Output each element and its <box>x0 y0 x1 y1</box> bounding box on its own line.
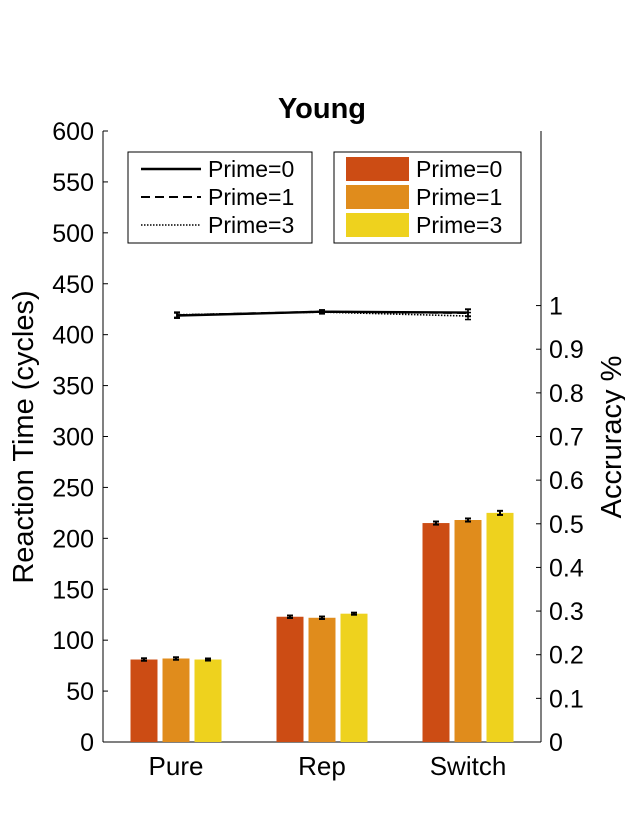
y2-tick-label: 0.3 <box>549 598 584 626</box>
y-tick-label: 50 <box>66 678 94 706</box>
y2-axis-label: Accruracy % <box>596 356 625 519</box>
bar <box>454 520 482 742</box>
bar <box>276 616 304 742</box>
y2-tick-label: 0.7 <box>549 424 584 452</box>
legend-bar-swatch <box>346 213 409 237</box>
x-tick-label: Pure <box>149 751 204 781</box>
y2-tick-label: 0.2 <box>549 642 584 670</box>
legend-line-label: Prime=3 <box>208 212 294 238</box>
legend-bar-label: Prime=0 <box>416 156 502 182</box>
legend-bar-swatch <box>346 185 409 209</box>
y2-tick-label: 0.8 <box>549 380 584 408</box>
y2-tick-label: 0 <box>549 729 563 757</box>
bar <box>340 613 368 742</box>
bar <box>162 658 190 742</box>
y-tick-label: 600 <box>52 118 94 146</box>
y-axis-label: Reaction Time (cycles) <box>8 290 40 583</box>
bar <box>486 512 514 742</box>
y-tick-label: 400 <box>52 322 94 350</box>
bar <box>422 523 450 742</box>
y2-tick-label: 0.9 <box>549 336 584 364</box>
y2-tick-label: 0.4 <box>549 554 584 582</box>
y-tick-label: 300 <box>52 424 94 452</box>
bar <box>130 659 158 742</box>
axes: 0 50 100 150 200 250 300 350 400 450 500 550 600 0 0.1… <box>52 118 584 781</box>
legend-bar-swatch <box>346 157 409 181</box>
y-tick-label: 550 <box>52 169 94 197</box>
x-tick-label: Switch <box>430 751 507 781</box>
legend-bar-label: Prime=3 <box>416 212 502 238</box>
y-tick-label: 0 <box>80 729 94 757</box>
y-tick-label: 450 <box>52 271 94 299</box>
y-tick-label: 150 <box>52 576 94 604</box>
y-tick-label: 350 <box>52 373 94 401</box>
legend-line-label: Prime=0 <box>208 156 294 182</box>
bar <box>194 659 222 742</box>
accuracy-lines <box>174 308 471 321</box>
chart-title: Young <box>278 93 366 125</box>
y2-tick-label: 0.5 <box>549 511 584 539</box>
y-tick-label: 200 <box>52 525 94 553</box>
y2-tick-label: 1 <box>549 293 563 321</box>
y-tick-label: 100 <box>52 627 94 655</box>
y-tick-label: 500 <box>52 220 94 248</box>
x-tick-label: Rep <box>298 751 346 781</box>
y-tick-label: 250 <box>52 474 94 502</box>
y2-tick-label: 0.6 <box>549 467 584 495</box>
legend-line-label: Prime=1 <box>208 184 294 210</box>
y2-tick-label: 0.1 <box>549 685 584 713</box>
bar <box>308 617 336 742</box>
legend-bar-label: Prime=1 <box>416 184 502 210</box>
bars <box>130 509 514 742</box>
